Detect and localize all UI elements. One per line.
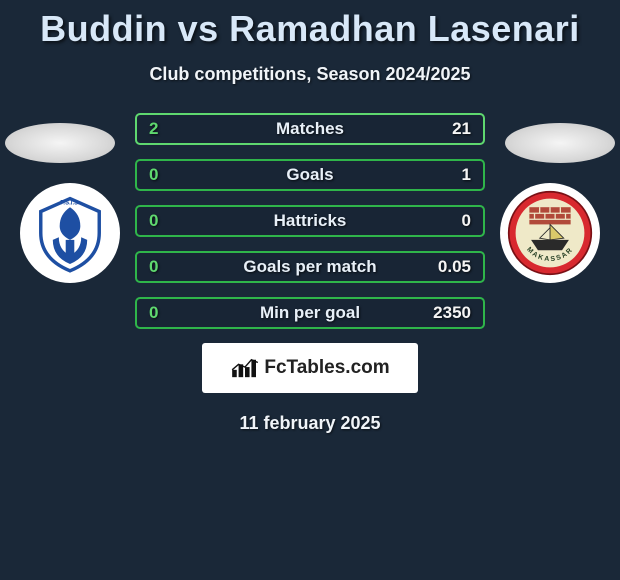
brand-box[interactable]: FcTables.com xyxy=(202,343,418,393)
brand-label: FcTables.com xyxy=(264,357,389,379)
stat-left-value: 0 xyxy=(149,211,158,231)
psis-logo-icon: P.S.I.S. xyxy=(27,190,113,276)
snapshot-date: 11 february 2025 xyxy=(0,413,620,434)
stat-right-value: 0.05 xyxy=(438,257,471,277)
comparison-area: P.S.I.S. MAKASSAR xyxy=(0,113,620,434)
subtitle: Club competitions, Season 2024/2025 xyxy=(0,64,620,85)
stat-row: 0 Hattricks 0 xyxy=(135,205,485,237)
psm-logo-icon: MAKASSAR xyxy=(507,190,593,276)
stat-row: 0 Goals 1 xyxy=(135,159,485,191)
stat-label: Matches xyxy=(276,119,344,139)
stat-right-value: 1 xyxy=(462,165,471,185)
stat-row: 0 Min per goal 2350 xyxy=(135,297,485,329)
right-club-logo: MAKASSAR xyxy=(500,183,600,283)
stat-left-value: 2 xyxy=(149,119,158,139)
stat-label: Hattricks xyxy=(274,211,347,231)
stat-left-value: 0 xyxy=(149,165,158,185)
stat-row: 2 Matches 21 xyxy=(135,113,485,145)
stats-list: 2 Matches 21 0 Goals 1 0 Hattricks 0 0 Goals per m… xyxy=(135,113,485,329)
page-title: Buddin vs Ramadhan Lasenari xyxy=(0,0,620,50)
stat-label: Goals xyxy=(286,165,333,185)
stat-row: 0 Goals per match 0.05 xyxy=(135,251,485,283)
stat-label: Goals per match xyxy=(243,257,376,277)
stat-right-value: 2350 xyxy=(433,303,471,323)
svg-text:P.S.I.S.: P.S.I.S. xyxy=(60,201,80,207)
stat-right-value: 21 xyxy=(452,119,471,139)
stat-label: Min per goal xyxy=(260,303,360,323)
stat-left-value: 0 xyxy=(149,303,158,323)
left-flag-placeholder xyxy=(5,123,115,163)
bars-icon xyxy=(230,357,260,379)
right-flag-placeholder xyxy=(505,123,615,163)
stat-right-value: 0 xyxy=(462,211,471,231)
left-club-logo: P.S.I.S. xyxy=(20,183,120,283)
stat-left-value: 0 xyxy=(149,257,158,277)
